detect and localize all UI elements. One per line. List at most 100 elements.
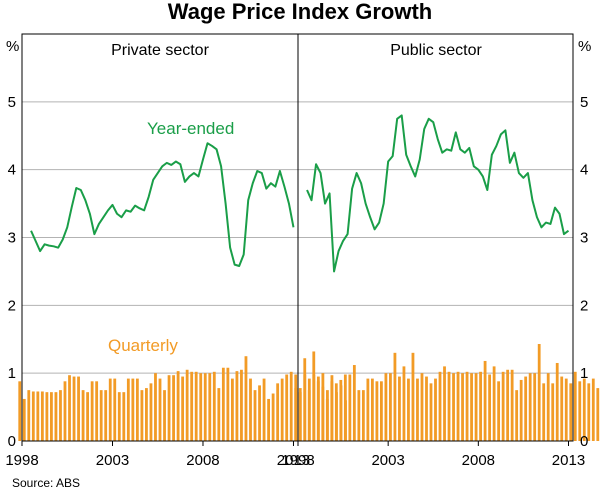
quarterly-bar	[524, 376, 528, 441]
quarterly-bar	[420, 373, 424, 441]
y-tick-label-left: 0	[8, 433, 16, 450]
quarterly-bar	[190, 371, 194, 441]
year-ended-line	[306, 114, 570, 273]
quarterly-bar	[443, 366, 446, 441]
quarterly-bar	[429, 383, 433, 441]
quarterly-bar	[321, 386, 325, 441]
quarterly-bar	[560, 376, 564, 441]
y-tick-label-left: 1	[8, 365, 16, 382]
quarterly-bar	[235, 371, 239, 441]
quarterly-bar	[393, 352, 397, 441]
quarterly-bar	[389, 373, 392, 441]
quarterly-bar	[72, 376, 76, 441]
quarterly-bar	[474, 373, 478, 441]
quarterly-bar	[172, 375, 175, 441]
quarterly-bar	[230, 378, 234, 441]
annotation-year-ended: Year-ended	[147, 119, 234, 138]
quarterly-bar	[528, 373, 532, 441]
left-unit-label: %	[6, 38, 19, 55]
quarterly-bar	[546, 373, 550, 441]
quarterly-bar	[90, 381, 94, 441]
quarterly-bar	[154, 373, 157, 441]
x-tick-label: 2003	[371, 452, 404, 469]
quarterly-bar	[18, 381, 22, 441]
quarterly-bar	[217, 388, 221, 441]
quarterly-bar	[357, 390, 361, 442]
panel-title-private: Private sector	[111, 42, 209, 59]
quarterly-bar	[253, 390, 257, 442]
quarterly-bar	[294, 388, 298, 441]
quarterly-bar	[492, 366, 496, 441]
annotation-quarterly: Quarterly	[108, 336, 178, 355]
quarterly-bar	[312, 351, 316, 441]
quarterly-bar	[348, 374, 352, 441]
x-tick-label: 2003	[96, 452, 129, 469]
quarterly-bar	[411, 352, 415, 441]
quarterly-bar	[40, 391, 44, 441]
quarterly-bar	[330, 381, 334, 441]
quarterly-bar	[226, 367, 230, 441]
source-note: Source: ABS	[12, 476, 80, 490]
quarterly-bar	[402, 366, 406, 441]
quarterly-bar	[258, 385, 261, 441]
quarterly-bar	[68, 375, 71, 441]
quarterly-bar	[537, 344, 541, 441]
y-tick-label-right: 5	[580, 94, 588, 111]
y-tick-label-left: 5	[8, 94, 16, 111]
quarterly-bar	[95, 381, 99, 441]
quarterly-bar	[280, 378, 284, 441]
quarterly-bar	[506, 369, 510, 441]
quarterly-bar	[587, 383, 591, 441]
quarterly-bar	[542, 383, 546, 441]
x-tick-label: 1998	[281, 452, 314, 469]
quarterly-bar	[465, 371, 469, 441]
quarterly-bar	[126, 378, 130, 441]
quarterly-bar	[515, 390, 519, 442]
quarterly-bar	[27, 390, 31, 442]
quarterly-bar	[479, 371, 482, 441]
quarterly-bar	[488, 374, 491, 441]
quarterly-bar	[271, 393, 275, 441]
quarterly-bar	[145, 388, 148, 441]
panel-private: 1998 2003 2008 2013	[5, 142, 347, 469]
y-tick-label-left: 2	[8, 297, 16, 314]
quarterly-bar	[339, 379, 343, 441]
quarterly-bar	[384, 373, 388, 441]
y-tick-label-left: 4	[8, 162, 16, 179]
quarterly-bar	[113, 378, 117, 441]
quarterly-bar	[370, 378, 374, 441]
quarterly-bar	[240, 369, 243, 441]
quarterly-bar	[181, 376, 185, 441]
y-tick-label-right: 0	[580, 433, 588, 450]
quarterly-bar	[343, 374, 347, 441]
quarterly-bar	[497, 381, 501, 441]
quarterly-bar	[366, 378, 370, 441]
quarterly-bar	[45, 392, 49, 441]
quarterly-bar	[31, 391, 35, 441]
quarterly-bar	[22, 398, 26, 441]
quarterly-bar	[461, 373, 464, 441]
quarterly-bar	[316, 381, 320, 441]
quarterly-bar	[519, 379, 523, 441]
x-tick-label: 2008	[186, 452, 219, 469]
quarterly-bar	[54, 392, 58, 441]
quarterly-bar	[501, 371, 505, 441]
quarterly-bar	[185, 369, 189, 441]
quarterly-bar	[483, 360, 487, 441]
quarterly-bar	[50, 392, 53, 441]
quarterly-bar	[122, 392, 126, 441]
quarterly-bar	[221, 367, 225, 441]
quarterly-bar	[298, 388, 302, 441]
quarterly-bar	[434, 378, 437, 441]
x-tick-label: 1998	[5, 452, 38, 469]
quarterly-bar	[573, 371, 577, 441]
quarterly-bar	[262, 378, 266, 441]
quarterly-bar	[249, 378, 252, 441]
x-tick-label: 2013	[552, 452, 585, 469]
quarterly-bar	[407, 378, 410, 441]
quarterly-bar	[104, 390, 108, 442]
quarterly-bar	[176, 371, 180, 441]
quarterly-bar	[158, 378, 162, 441]
quarterly-bar	[591, 378, 595, 441]
quarterly-bar	[108, 378, 112, 441]
